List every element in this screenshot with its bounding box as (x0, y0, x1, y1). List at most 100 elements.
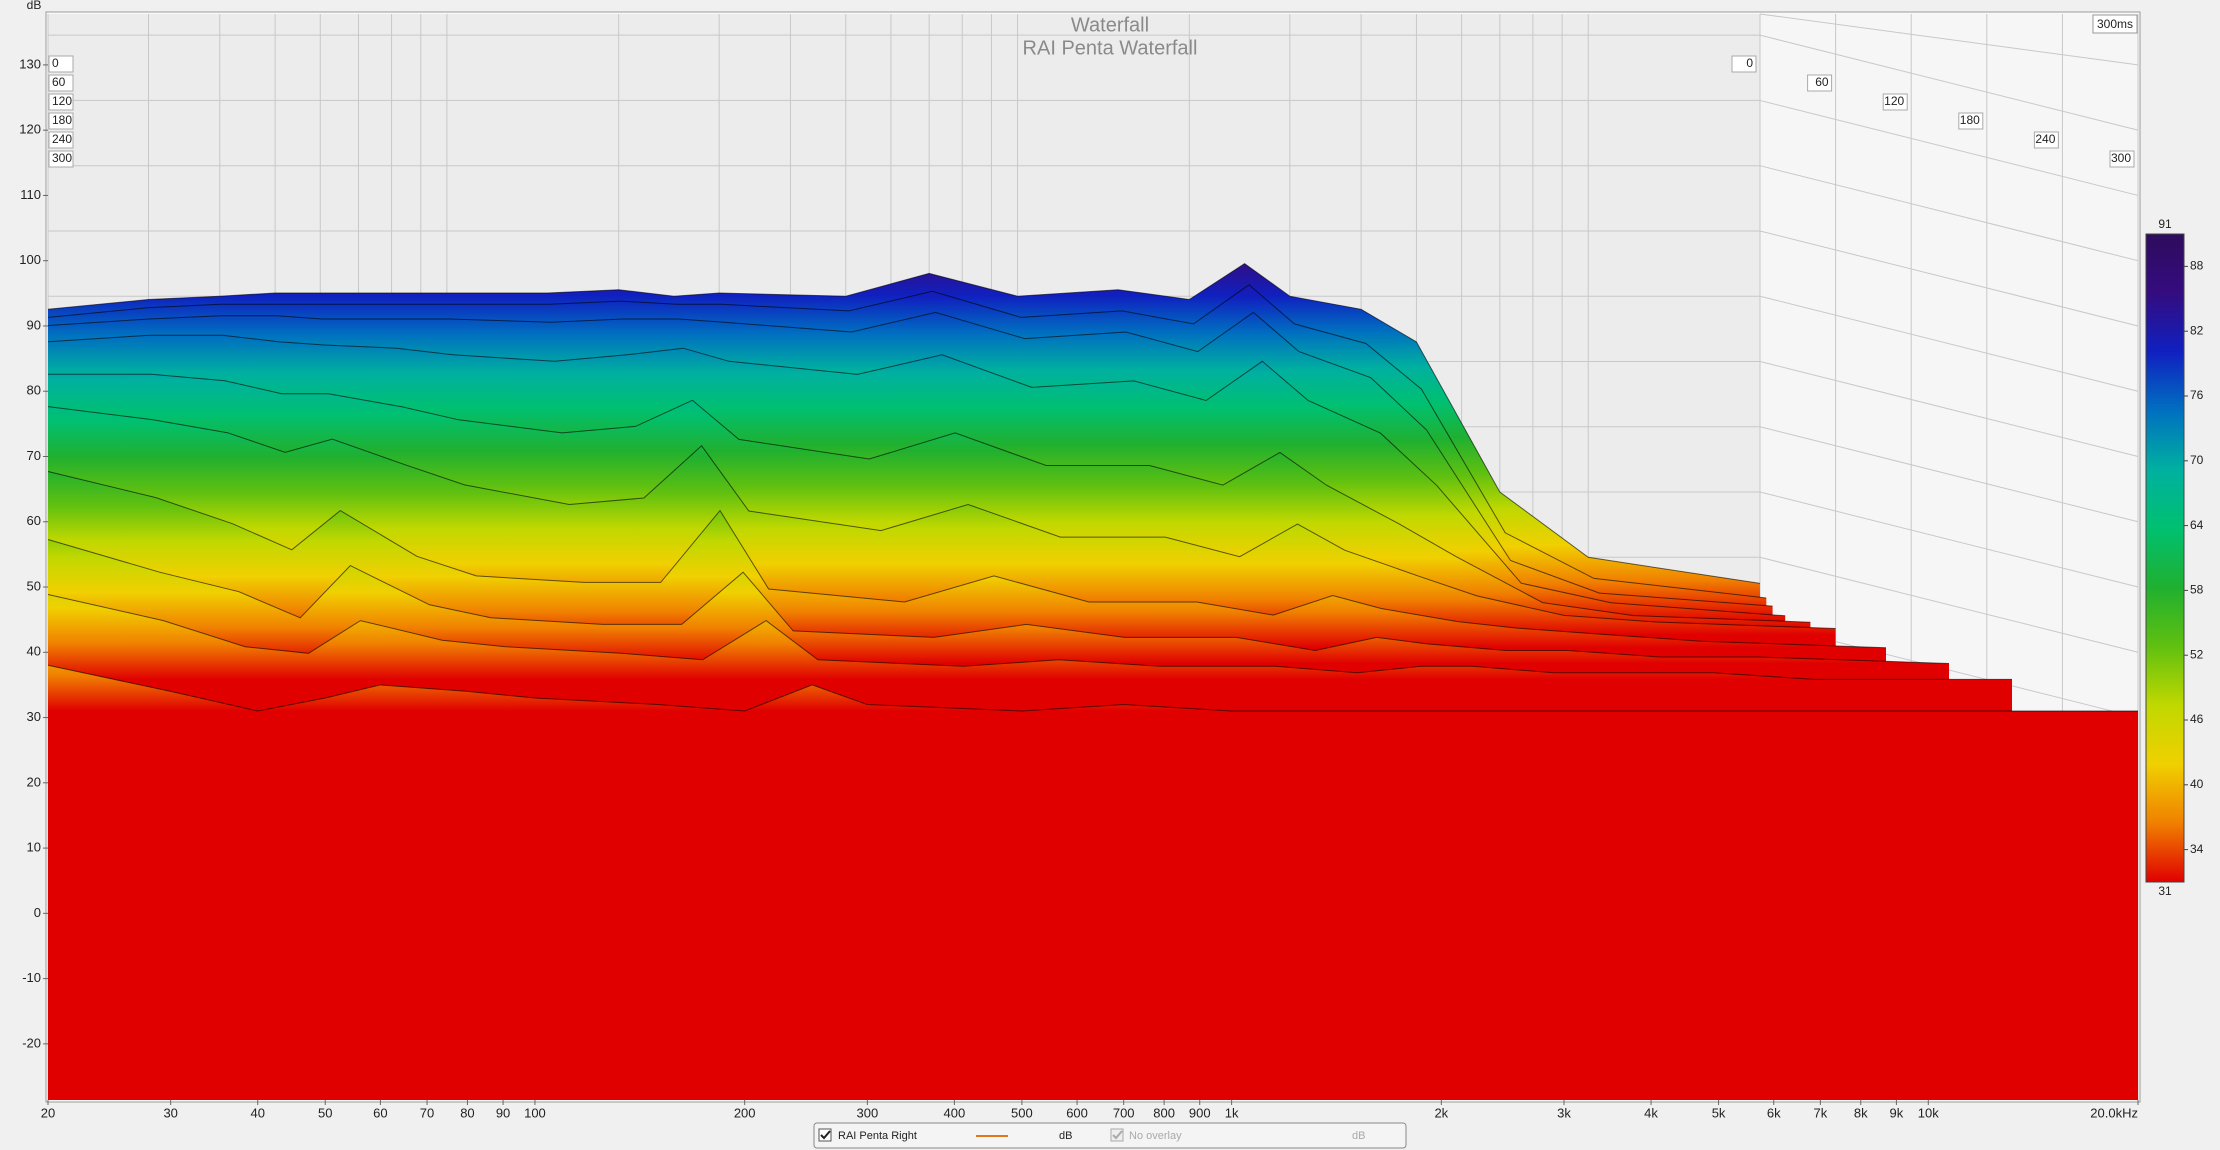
x-tick-label: 500 (1011, 1105, 1033, 1120)
x-tick-label: 700 (1113, 1105, 1135, 1120)
x-tick-label: 1k (1225, 1105, 1239, 1120)
grid-line (1759, 426, 2139, 523)
x-tick-label: 30 (163, 1105, 177, 1120)
y-tick-label: 20 (27, 774, 41, 789)
x-tick-label: 60 (373, 1105, 387, 1120)
legend-label: RAI Penta Right (838, 1130, 917, 1142)
label-box (1807, 74, 1833, 92)
slice-line (47, 594, 2012, 680)
y-tick-label: -10 (22, 970, 41, 985)
label-box (48, 55, 74, 73)
grid-line (1759, 361, 2139, 457)
checkbox-check (1112, 1130, 1123, 1140)
y-tick-label: 60 (27, 513, 41, 528)
y-tick-label: 0 (34, 905, 41, 920)
legend-box (813, 1122, 1407, 1149)
legend-unit: dB (1352, 1130, 1365, 1142)
t-tick-label: 60 (52, 75, 66, 89)
slice-line (47, 539, 1950, 664)
time-indicator: 300ms (2097, 17, 2133, 31)
t-tick-label: 180 (52, 113, 72, 127)
colorbar-tick-label: 88 (2190, 259, 2204, 273)
x-tick-label: 600 (1066, 1105, 1088, 1120)
t-tick-label: 180 (1960, 113, 1980, 127)
t-tick-label: 300 (2111, 151, 2131, 165)
label-box (2109, 150, 2135, 168)
grid-line (1759, 13, 2139, 66)
x-tick-label: 200 (734, 1105, 756, 1120)
grid-line (1759, 556, 2139, 653)
colorbar-tick-label: 34 (2190, 842, 2204, 856)
t-tick-label: 120 (52, 94, 72, 108)
t-tick-label: 240 (2035, 132, 2055, 146)
label-box (48, 150, 74, 168)
colorbar-tick-label: 82 (2190, 323, 2204, 337)
grid-line (1759, 34, 2139, 131)
colorbar-tick-label: 76 (2190, 388, 2204, 402)
x-tick-label: 9k (1890, 1105, 1904, 1120)
y-tick-label: 120 (19, 122, 41, 137)
grid-line (1759, 491, 2139, 588)
x-tick-label: 6k (1767, 1105, 1781, 1120)
legend-label: No overlay (1129, 1130, 1182, 1142)
t-tick-label: 0 (52, 56, 59, 70)
x-tick-label: 900 (1189, 1105, 1211, 1120)
x-tick-label: 4k (1644, 1105, 1658, 1120)
y-tick-label: 10 (27, 840, 41, 855)
y-tick-label: 100 (19, 252, 41, 267)
axes: -20 -10 0 10 20 30 40 50 60 70 80 90 100 110 120 130 20 3… (19, 55, 2204, 1120)
slice-line (47, 334, 1786, 617)
label-box (48, 74, 74, 92)
label-box (48, 93, 74, 111)
slice-line (47, 406, 1836, 629)
x-tick-label: 70 (420, 1105, 434, 1120)
slice-line (47, 262, 1761, 584)
x-tick-label: 400 (944, 1105, 966, 1120)
label-box (1958, 112, 1984, 130)
label-box (2033, 131, 2059, 149)
slice-line (47, 471, 1887, 649)
x-tick-label: 20.0kHz (2090, 1105, 2138, 1120)
colorbar-tick-label: 58 (2190, 583, 2204, 597)
x-tick-label: 40 (250, 1105, 264, 1120)
x-tick-label: 300 (856, 1105, 878, 1120)
legend-unit: dB (1059, 1130, 1072, 1142)
t-tick-label: 60 (1815, 75, 1829, 89)
x-tick-label: 20 (41, 1105, 55, 1120)
y-tick-label: 130 (19, 56, 41, 71)
label-box (1731, 55, 1757, 73)
t-tick-label: 0 (1746, 56, 1753, 70)
x-tick-label: 3k (1557, 1105, 1571, 1120)
x-tick-label: 90 (496, 1105, 510, 1120)
t-tick-label: 300 (52, 151, 72, 165)
grid-line (1759, 230, 2139, 327)
colorbar-tick-label: 64 (2190, 518, 2204, 532)
x-tick-label: 8k (1854, 1105, 1868, 1120)
x-tick-label: 50 (318, 1105, 332, 1120)
slice-line (47, 284, 1767, 599)
x-tick-label: 100 (524, 1105, 546, 1120)
y-axis-label: dB (27, 0, 42, 12)
label-box (1882, 93, 1908, 111)
y-tick-label: 80 (27, 383, 41, 398)
label-box (48, 131, 74, 149)
y-tick-label: -20 (22, 1035, 41, 1050)
t-tick-label: 120 (1884, 94, 1904, 108)
colorbar (2145, 233, 2185, 883)
x-tick-label: 10k (1918, 1105, 1939, 1120)
slice-line (48, 373, 1811, 623)
y-tick-label: 90 (27, 317, 41, 332)
grid-line (1759, 99, 2139, 196)
checkbox-check (820, 1130, 831, 1140)
colorbar-tick-label: 70 (2190, 453, 2204, 467)
x-tick-label: 5k (1712, 1105, 1726, 1120)
colorbar-max: 91 (2158, 217, 2172, 231)
y-tick-label: 70 (27, 448, 41, 463)
surface (47, 262, 2138, 1101)
x-tick-label: 800 (1153, 1105, 1175, 1120)
time-box (2092, 14, 2138, 34)
slice-line (47, 664, 2138, 712)
slice-area (48, 665, 2138, 1100)
legend: RAI Penta Right dB No overlay dB (813, 1122, 1407, 1149)
